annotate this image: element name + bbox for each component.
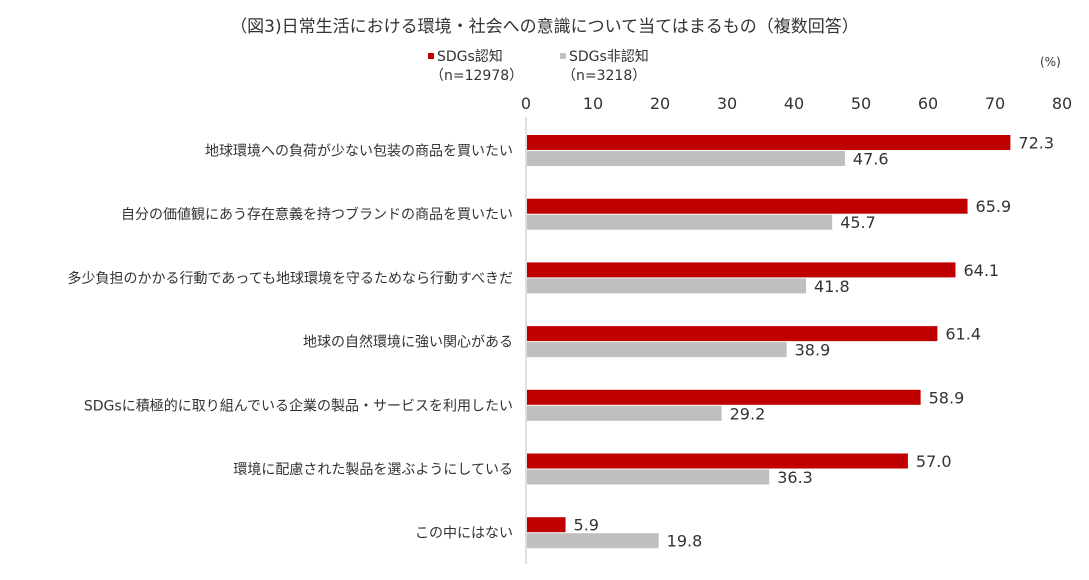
bar-sdgs-aware	[527, 389, 921, 405]
bar-sdgs-unaware	[527, 533, 659, 549]
data-label: 65.9	[976, 197, 1012, 216]
legend-swatch-gray	[560, 53, 566, 59]
bar-sdgs-unaware	[527, 342, 787, 358]
legend-label-sdgs-unaware: SDGs非認知	[569, 49, 649, 65]
legend-item-sdgs-aware: SDGs認知 （n=12978）	[428, 48, 523, 86]
data-label: 72.3	[1018, 134, 1054, 153]
x-tick-label: 50	[851, 94, 871, 113]
x-tick-label: 40	[784, 94, 804, 113]
x-tick-label: 0	[521, 94, 531, 113]
category-label: 自分の価値観にあう存在意義を持つブランドの商品を買いたい	[121, 206, 513, 223]
data-label: 29.2	[730, 404, 766, 423]
bar-sdgs-aware	[527, 135, 1011, 150]
bar-sdgs-unaware	[527, 151, 845, 166]
x-tick-label: 30	[717, 94, 737, 113]
category-label: SDGsに積極的に取り組んでいる企業の製品・サービスを利用したい	[84, 397, 513, 414]
x-tick-label: 20	[650, 94, 670, 113]
x-tick-label: 10	[583, 94, 603, 113]
chart-title: （図3)日常生活における環境・社会への意識について当てはまるもの（複数回答）	[230, 17, 859, 37]
category-label: 環境に配慮された製品を選ぶようにしている	[233, 462, 513, 478]
legend-sample-sdgs-aware: （n=12978）	[430, 68, 524, 84]
data-label: 47.6	[853, 150, 889, 169]
category-label: 地球環境への負荷が少ない包装の商品を買いたい	[205, 144, 513, 160]
data-label: 57.0	[916, 452, 952, 471]
category-label: 地球の自然環境に強い関心がある	[303, 334, 513, 351]
legend-item-sdgs-unaware: SDGs非認知 （n=3218）	[560, 48, 649, 86]
x-tick-label: 60	[918, 94, 938, 113]
bar-sdgs-aware	[527, 326, 938, 342]
data-label: 45.7	[840, 213, 876, 232]
bar-sdgs-aware	[527, 198, 968, 214]
bar-sdgs-aware	[527, 517, 566, 533]
data-label: 19.8	[667, 532, 703, 551]
x-tick-label: 80	[1052, 94, 1072, 113]
data-label: 36.3	[777, 468, 813, 487]
data-label: 5.9	[574, 516, 599, 535]
category-label: 多少負担のかかる行動であっても地球環境を守るためなら行動すべきだ	[68, 270, 513, 287]
bar-sdgs-unaware	[527, 214, 833, 230]
data-label: 58.9	[929, 388, 965, 407]
data-label: 38.9	[795, 341, 831, 360]
bar-sdgs-unaware	[527, 278, 807, 294]
legend-swatch-red	[428, 53, 434, 59]
x-tick-label: 70	[985, 94, 1005, 113]
bar-sdgs-aware	[527, 262, 956, 278]
bar-sdgs-unaware	[527, 469, 770, 485]
bar-sdgs-aware	[527, 453, 908, 469]
data-label: 64.1	[963, 261, 999, 280]
unit-label: (%)	[1040, 55, 1061, 69]
data-label: 41.8	[814, 277, 850, 296]
legend-sample-sdgs-unaware: （n=3218）	[562, 68, 647, 84]
data-label: 61.4	[945, 325, 981, 344]
legend-label-sdgs-aware: SDGs認知	[437, 49, 503, 65]
bar-sdgs-unaware	[527, 405, 722, 421]
category-label: この中にはない	[415, 526, 513, 542]
